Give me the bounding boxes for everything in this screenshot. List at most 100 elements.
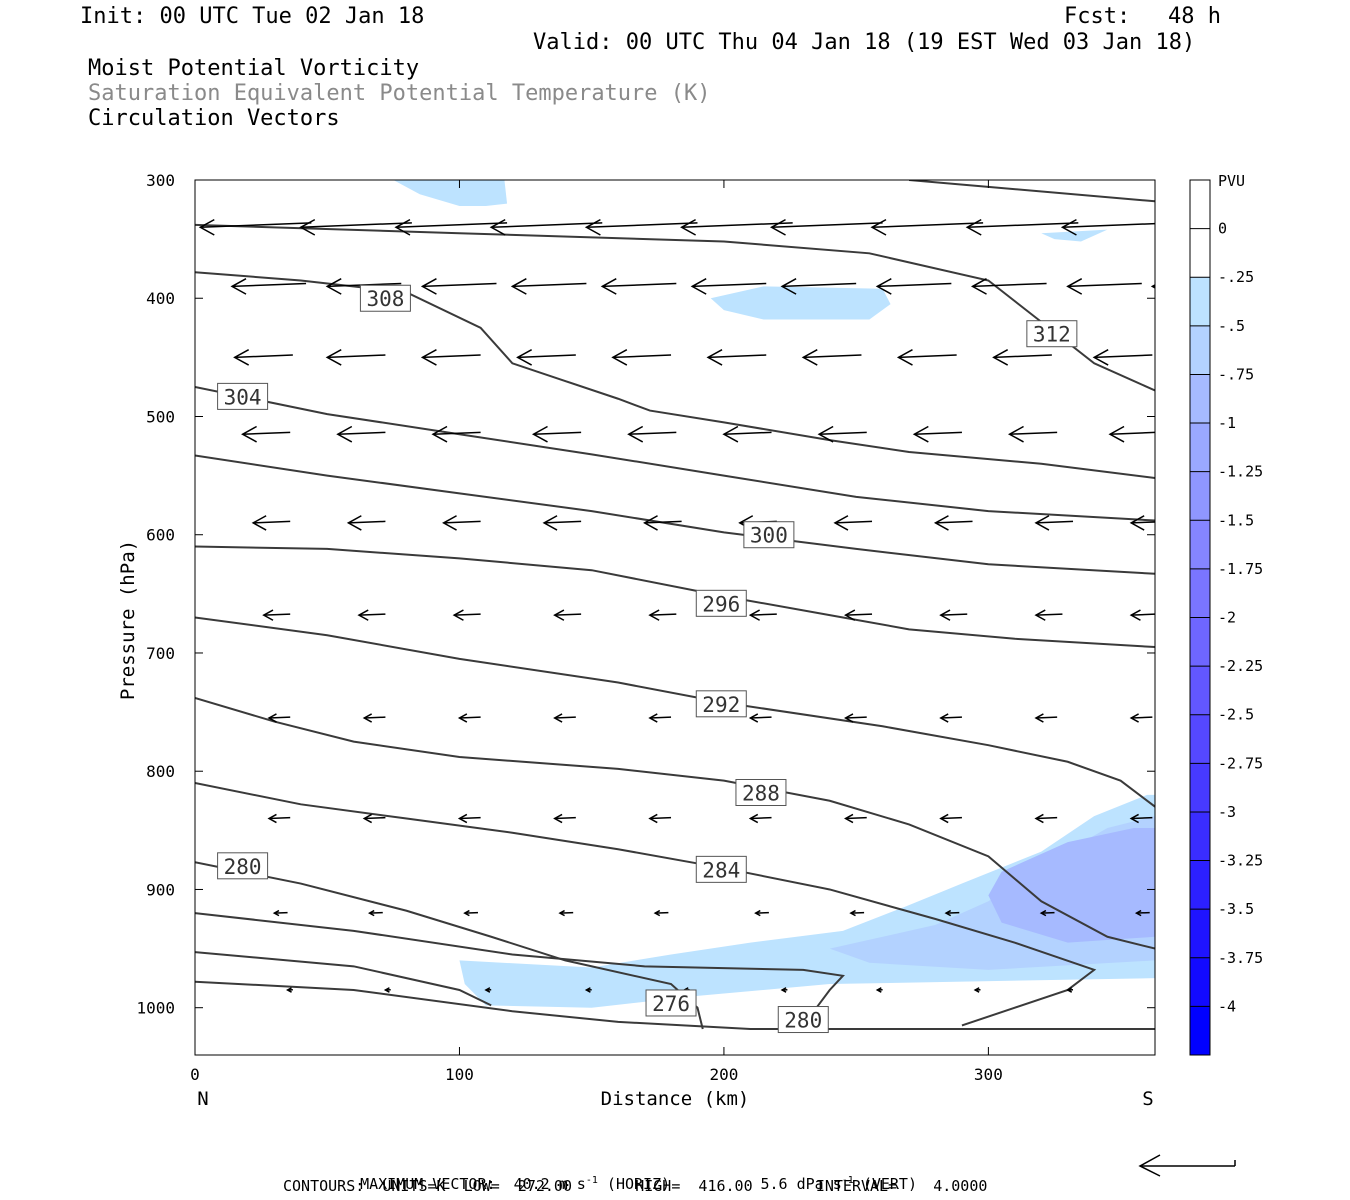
vector-head xyxy=(553,713,563,723)
theta-contour-304-3 xyxy=(195,385,1155,522)
colorbar-title: PVU xyxy=(1218,172,1245,190)
vector-head xyxy=(1092,349,1109,366)
pv-shade-5 xyxy=(988,827,1155,943)
field-title-3: Circulation Vectors xyxy=(88,106,340,131)
y-tick-label: 700 xyxy=(146,644,175,663)
vector-shaft xyxy=(327,354,386,359)
vector-head xyxy=(748,813,759,824)
vector-head xyxy=(299,218,316,236)
vector-arrow-8-0 xyxy=(272,909,288,917)
vector-arrow-2-4 xyxy=(611,349,672,366)
vector-head xyxy=(754,909,761,917)
vector-arrow-9-8 xyxy=(1066,987,1074,993)
colorbar: PVU 0 -.25 -.5 -.75 -1 -1.25 -1.5 -1.75 -2 -2.25 -2… xyxy=(1189,172,1263,1056)
vector-arrow-9-6 xyxy=(875,987,883,993)
x-end-label-north: N xyxy=(197,1088,208,1110)
vector-shaft xyxy=(512,282,587,288)
contour-label-312: 312 xyxy=(1026,320,1078,348)
vector-arrow-6-7 xyxy=(939,713,962,723)
vector-head xyxy=(394,218,411,236)
vector-arrow-4-9 xyxy=(1129,515,1155,531)
contour-label-280: 280 xyxy=(217,852,269,880)
vector-arrow-3-2 xyxy=(431,425,481,443)
vector-shaft xyxy=(649,816,672,820)
vector-head xyxy=(748,713,759,723)
vector-arrow-9-0 xyxy=(286,987,293,993)
valid-label: Valid: 00 UTC Thu 04 Jan 18 (19 EST Wed … xyxy=(533,30,1196,55)
colorbar-swatch xyxy=(1190,277,1210,326)
fcst-label: Fcst: xyxy=(1064,4,1131,29)
vector-arrow-7-2 xyxy=(457,813,481,824)
vector-arrow-0-6 xyxy=(769,218,883,236)
vector-shaft xyxy=(459,816,481,820)
vector-shaft xyxy=(1136,911,1150,914)
vector-shaft xyxy=(554,816,576,820)
vector-shaft xyxy=(723,431,772,435)
contour-label-280: 280 xyxy=(777,1006,829,1034)
vector-head xyxy=(648,813,658,824)
vector-shaft xyxy=(750,816,772,820)
colorbar-label: -1.25 xyxy=(1218,463,1263,481)
vector-shaft xyxy=(231,282,307,288)
vector-arrow-5-1 xyxy=(357,609,386,621)
colorbar-label: -2.5 xyxy=(1218,706,1254,724)
vector-shaft xyxy=(200,222,312,229)
vector-shaft xyxy=(586,222,698,229)
vector-arrow-0-1 xyxy=(299,218,412,236)
x-tick-label: 0 xyxy=(190,1065,200,1084)
vector-arrow-4-8 xyxy=(1034,515,1074,531)
vector-head xyxy=(939,609,951,621)
contour-label-text: 308 xyxy=(366,287,404,311)
vector-head xyxy=(1066,278,1083,295)
vector-shaft xyxy=(819,431,867,435)
vector-head xyxy=(431,425,448,443)
vector-head xyxy=(457,813,468,824)
vector-head xyxy=(442,515,457,531)
vector-arrow-5-0 xyxy=(262,609,291,621)
vector-head xyxy=(463,909,470,917)
vector-arrow-8-9 xyxy=(1134,909,1150,917)
vector-arrow-3-9 xyxy=(1108,425,1155,443)
vector-arrow-9-3 xyxy=(584,987,592,993)
vector-head xyxy=(383,987,390,993)
vector-shaft xyxy=(845,716,867,719)
vector-shaft xyxy=(1094,354,1153,359)
vector-head xyxy=(780,987,787,993)
vector-shaft xyxy=(940,816,962,820)
vector-head xyxy=(584,218,601,236)
colorbar-swatch xyxy=(1190,471,1210,521)
vector-head xyxy=(1039,909,1047,917)
vector-arrow-7-0 xyxy=(267,813,291,824)
contour-label-text: 280 xyxy=(224,855,262,879)
vector-shaft xyxy=(395,222,508,229)
vector-head xyxy=(286,987,292,993)
max-vector-vert-value: 5.6 xyxy=(760,1175,788,1193)
vector-head xyxy=(896,349,913,366)
pv-shading-layer xyxy=(393,180,1155,1008)
vector-arrow-4-0 xyxy=(251,515,291,531)
theta-contour-276-11 xyxy=(195,951,492,1007)
vector-arrow-1-2 xyxy=(420,278,497,295)
theta-contour-296-5 xyxy=(195,545,1155,649)
vector-shaft xyxy=(253,520,291,524)
max-vector-line: MAXIMUM VECTOR: 40.2 m s-1 (HORIZ) 5.6 d… xyxy=(342,1157,917,1193)
vector-shaft xyxy=(628,431,677,435)
y-tick-label: 800 xyxy=(146,762,175,781)
vector-arrow-2-2 xyxy=(420,349,481,366)
colorbar-swatch xyxy=(1190,811,1210,861)
vector-shaft xyxy=(1035,520,1074,524)
vector-head xyxy=(1007,425,1024,443)
vector-arrow-5-6 xyxy=(844,609,873,621)
vector-arrow-3-4 xyxy=(627,425,677,443)
field-title-1: Moist Potential Vorticity xyxy=(88,56,420,81)
colorbar-swatch xyxy=(1190,909,1210,958)
x-axis-title: Distance (km) xyxy=(601,1088,750,1110)
vector-arrow-4-6 xyxy=(833,515,873,531)
vector-arrow-7-4 xyxy=(648,813,672,824)
vector-shaft xyxy=(369,911,383,914)
vector-shaft xyxy=(364,816,386,820)
vector-head xyxy=(531,425,548,443)
vector-arrow-9-2 xyxy=(484,987,492,993)
vector-shaft xyxy=(750,613,777,616)
vector-arrow-6-4 xyxy=(648,713,672,723)
